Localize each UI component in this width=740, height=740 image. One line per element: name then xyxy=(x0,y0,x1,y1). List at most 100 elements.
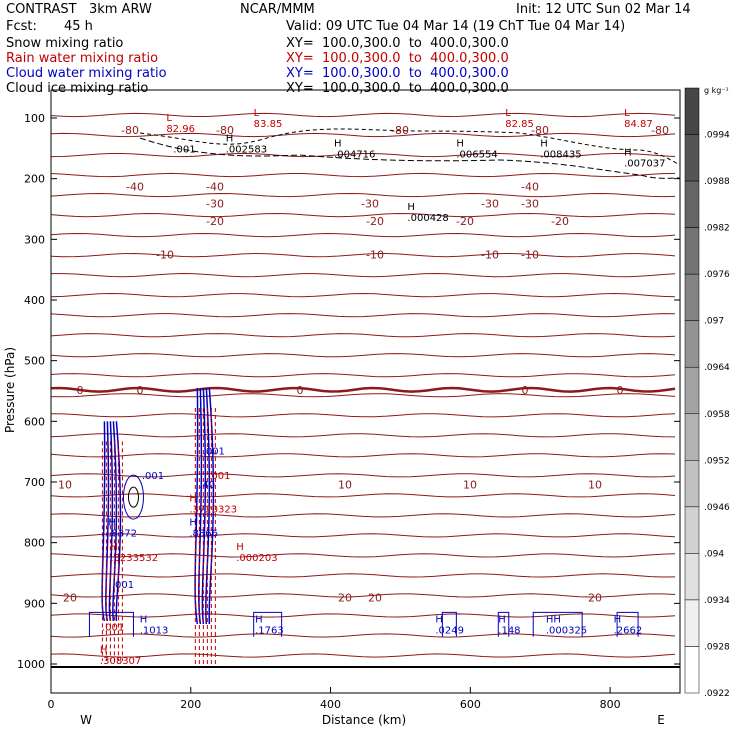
isotherm-label: 20 xyxy=(338,591,352,604)
center-label: NCAR/MMM xyxy=(240,2,315,17)
extremum-value: .004716 xyxy=(334,149,375,160)
isotherm-line xyxy=(50,313,676,318)
cloud-water-contour xyxy=(112,421,118,622)
isotherm-line xyxy=(50,112,676,118)
snow-cell xyxy=(127,486,139,508)
isotherm-label: 0 xyxy=(522,384,529,397)
colorbar-swatch xyxy=(684,180,700,228)
isotherm-label: 0 xyxy=(617,384,624,397)
extremum-value: .000325 xyxy=(546,626,587,637)
colorbar-unit: g kg⁻¹ xyxy=(704,86,729,95)
extremum-marker: H xyxy=(140,615,148,626)
isotherm-label: -40 xyxy=(521,181,539,194)
colorbar-tick-label: .097 xyxy=(704,317,724,327)
field-cloudwater-xy: XY= 100.0,300.0 to 400.0,300.0 xyxy=(286,66,509,81)
colorbar-swatch xyxy=(684,87,700,135)
colorbar-tick-label: .0934 xyxy=(704,596,730,606)
west-label: W xyxy=(80,713,92,727)
cloud-water-contour xyxy=(208,387,215,625)
isotherm-label: -30 xyxy=(481,198,499,211)
x-axis-label: Distance (km) xyxy=(322,713,406,727)
snow-contour-lower xyxy=(139,137,681,179)
extremum-value: .006554 xyxy=(456,149,497,160)
x-tick-label: 800 xyxy=(600,698,621,711)
extremum-value: .1763 xyxy=(255,626,284,637)
low-cloud-contour xyxy=(616,611,639,637)
extremum-value: .0249 xyxy=(435,626,464,637)
field-rain-xy: XY= 100.0,300.0 to 400.0,300.0 xyxy=(286,51,509,66)
colorbar-swatch xyxy=(684,460,700,508)
colorbar-swatch xyxy=(684,366,700,415)
isotherm-label: 20 xyxy=(368,591,382,604)
snow-contour-upper xyxy=(139,128,681,166)
isotherm-line xyxy=(51,533,676,538)
colorbar-tick-label: .0988 xyxy=(704,177,730,187)
colorbar-swatch xyxy=(684,553,700,601)
field-snow-name: Snow mixing ratio xyxy=(6,36,124,51)
y-tick-label: 500 xyxy=(24,355,45,368)
extremum-marker: H xyxy=(108,518,116,529)
field-cloudice-xy: XY= 100.0,300.0 to 400.0,300.0 xyxy=(286,81,509,96)
x-tick-label: 200 xyxy=(180,698,201,711)
low-cloud-contour xyxy=(532,611,583,637)
extremum-marker: H xyxy=(236,542,244,553)
extremum-value: .000203 xyxy=(236,553,277,564)
x-tick-label: 0 xyxy=(48,698,55,711)
extremum-marker: L xyxy=(254,108,260,119)
colorbar-tick-label: .0994 xyxy=(704,131,730,141)
extremum-marker: L xyxy=(166,113,172,124)
isotherm-label: -40 xyxy=(126,181,144,194)
colorbar-swatch xyxy=(684,227,700,275)
colorbar-swatch xyxy=(684,506,700,554)
y-tick-label: 900 xyxy=(24,597,45,610)
colorbar-swatch xyxy=(684,273,700,321)
isotherm-line xyxy=(50,393,676,398)
colorbar-tick-label: .0982 xyxy=(704,224,730,234)
y-tick-label: 300 xyxy=(24,233,45,246)
isotherm-label: -10 xyxy=(481,249,499,262)
extremum-value: .3233532 xyxy=(110,553,158,564)
isotherm-label: -80 xyxy=(531,124,549,137)
extremum-value: .007037 xyxy=(624,159,665,170)
isotherm-line xyxy=(50,653,676,658)
colorbar-swatch xyxy=(684,134,700,182)
isotherm-label: 0 xyxy=(137,384,144,397)
extremum-value: .8366 xyxy=(189,529,218,540)
isotherm-label: -10 xyxy=(156,249,174,262)
cloud-water-contour xyxy=(205,387,211,625)
isotherm-line xyxy=(50,453,676,458)
isotherm-line xyxy=(50,433,676,438)
extremum-value: .001 xyxy=(208,471,230,482)
isotherm-label: 10 xyxy=(463,478,477,491)
extremum-value: .002583 xyxy=(226,145,267,156)
extremum-value: .40 xyxy=(199,480,215,491)
extremum-marker: HH xyxy=(546,615,561,626)
isotherm-line xyxy=(50,513,676,518)
extremum-marker: H xyxy=(624,148,632,159)
cloud-water-contour xyxy=(198,387,203,625)
isotherm-label: -30 xyxy=(206,198,224,211)
extremum-value: .000428 xyxy=(407,213,448,224)
colorbar-tick-label: .0928 xyxy=(704,642,730,652)
extremum-marker: H xyxy=(540,138,548,149)
cloud-water-cell xyxy=(122,474,144,520)
isotherm-label: -30 xyxy=(361,198,379,211)
colorbar-tick-label: .0952 xyxy=(704,456,730,466)
isotherm-line xyxy=(50,593,676,598)
field-cloudice-name: Cloud ice mixing ratio xyxy=(6,81,149,96)
colorbar-swatch xyxy=(684,413,700,461)
cloud-water-contour xyxy=(194,387,199,625)
extremum-value: .008435 xyxy=(540,149,581,160)
extremum-marker: H xyxy=(407,202,415,213)
extremum-value: .001 xyxy=(112,580,134,591)
isotherm-line xyxy=(51,272,676,278)
extremum-marker: L xyxy=(505,108,511,119)
isotherm-line xyxy=(50,413,676,418)
plot-frame xyxy=(50,89,681,694)
y-tick-label: 600 xyxy=(24,415,45,428)
y-axis-label: Pressure (hPa) xyxy=(3,347,17,433)
isotherm-label: 20 xyxy=(588,591,602,604)
isotherm-label: -20 xyxy=(206,215,224,228)
extremum-marker: H xyxy=(255,615,263,626)
extremum-value: .148 xyxy=(498,626,520,637)
